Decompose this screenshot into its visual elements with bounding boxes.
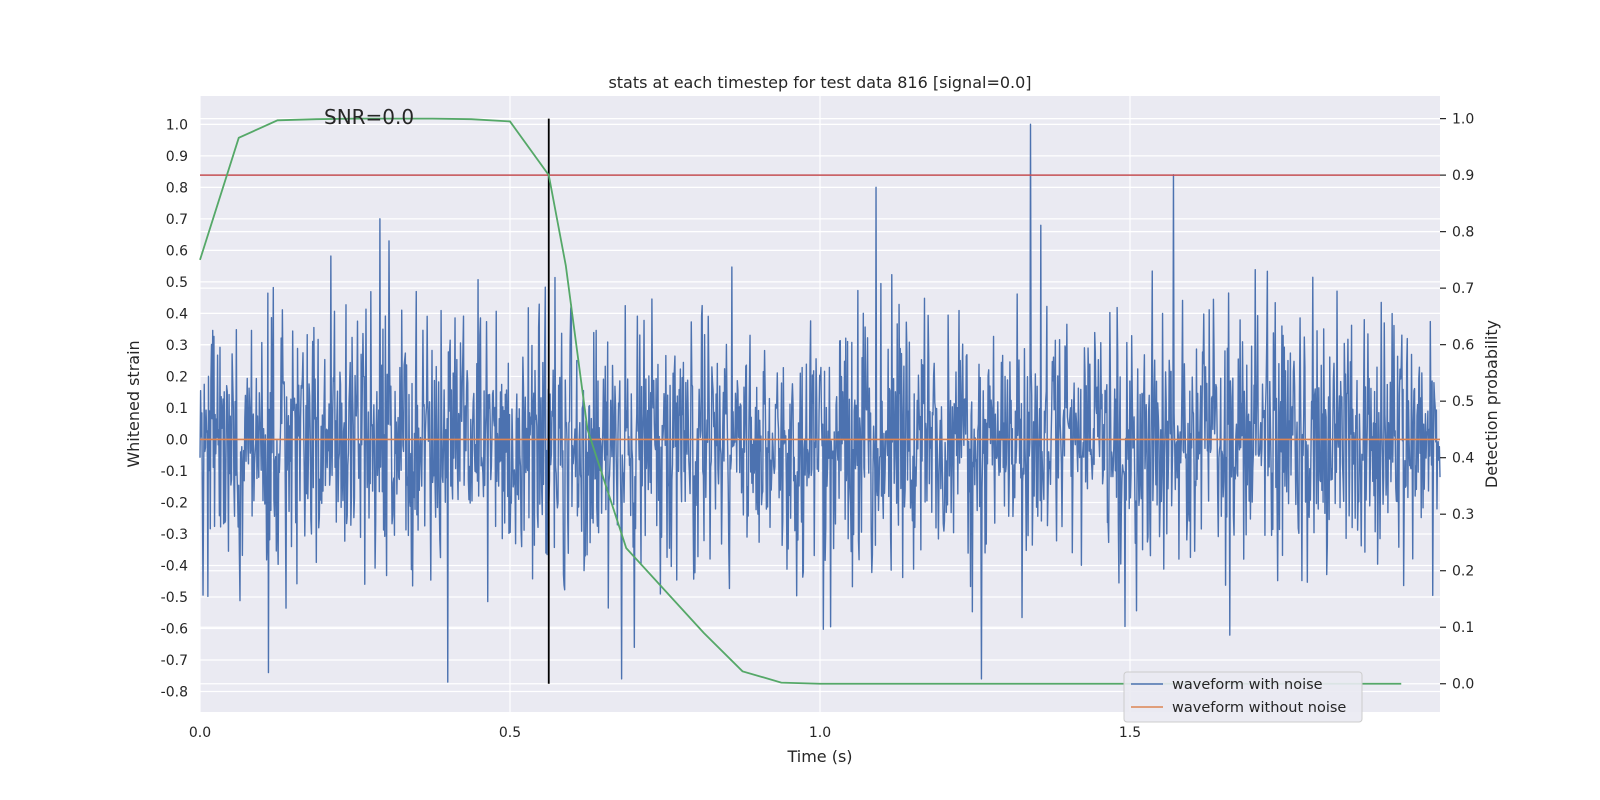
y-tick-label-left: 0.5 [166,275,188,291]
y-axis-label-right: Detection probability [1482,320,1501,488]
y-tick-label-left: 0.7 [166,212,188,228]
y-tick-label-right: 0.4 [1452,451,1474,467]
y-tick-label-left: 0.2 [166,369,188,385]
snr-annotation: SNR=0.0 [324,105,414,129]
x-tick-label: 1.5 [1119,725,1141,741]
legend-box [1123,671,1363,723]
y-tick-label-left: 0.8 [166,180,188,196]
y-tick-label-left: -0.2 [161,495,188,511]
y-tick-label-left: -0.8 [161,685,188,701]
legend: waveform with noise waveform without noi… [1123,671,1363,723]
y-tick-label-left: -0.1 [161,464,188,480]
y-tick-label-left: 0.1 [166,401,188,417]
y-tick-label-left: 0.6 [166,243,188,259]
y-tick-label-left: 1.0 [166,117,188,133]
x-tick-label: 0.5 [499,725,521,741]
y-tick-label-left: 0.0 [166,432,188,448]
y-tick-label-left: -0.6 [161,622,188,638]
y-tick-label-left: 0.3 [166,338,188,354]
y-tick-label-right: 0.8 [1452,225,1474,241]
y-tick-label-right: 1.0 [1452,112,1474,128]
y-tick-label-right: 0.6 [1452,338,1474,354]
y-tick-label-right: 0.2 [1452,564,1474,580]
axes: 0.0 0.5 1.0 1.5 1.0 0.9 0.8 0.7 0.6 0.5 0.4 0.3 0.2 0… [161,112,1475,741]
x-axis-label: Time (s) [786,747,852,766]
legend-label-noise: waveform with noise [1172,677,1323,693]
y-tick-label-right: 0.1 [1452,620,1474,636]
y-tick-label-left: 0.9 [166,149,188,165]
legend-label-clean: waveform without noise [1172,700,1346,716]
y-tick-label-right: 0.5 [1452,394,1474,410]
y-tick-label-left: -0.3 [161,527,188,543]
y-tick-label-right: 0.7 [1452,281,1474,297]
series-waveform-with-noise [199,123,1441,683]
x-tick-label: 1.0 [809,725,831,741]
series-detection-probability [199,117,1402,685]
chart-title: stats at each timestep for test data 816… [608,73,1031,92]
plot-area [199,117,1441,685]
x-tick-label: 0.0 [189,725,211,741]
y-tick-label-left: -0.7 [161,653,188,669]
y-tick-label-right: 0.3 [1452,507,1474,523]
y-tick-label-right: 0.9 [1452,168,1474,184]
y-axis-label-left: Whitened strain [124,340,143,467]
y-tick-label-left: -0.4 [161,558,188,574]
y-tick-label-left: -0.5 [161,590,188,606]
y-tick-label-right: 0.0 [1452,677,1474,693]
y-tick-label-left: 0.4 [166,306,188,322]
